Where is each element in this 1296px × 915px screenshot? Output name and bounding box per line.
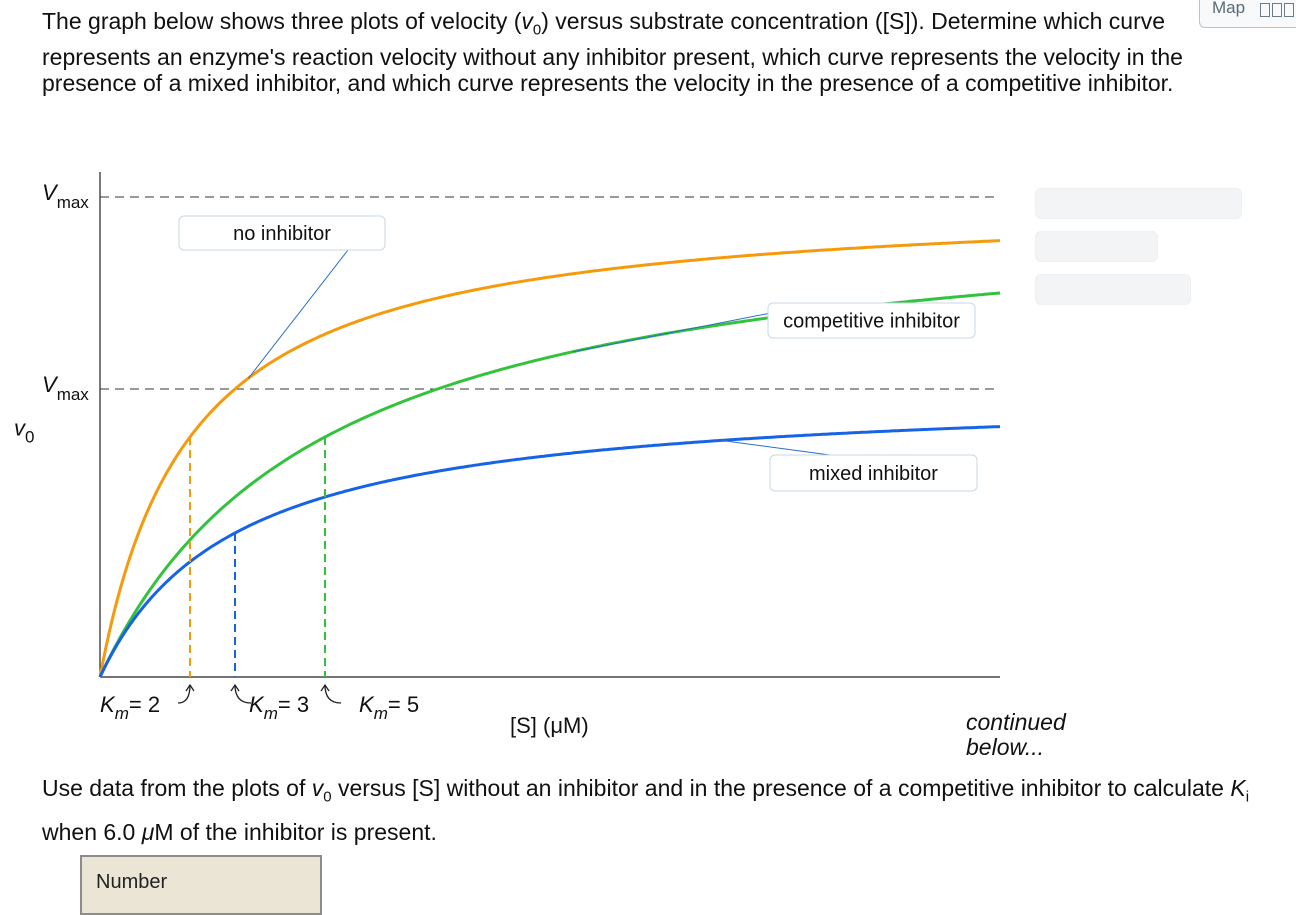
km-arrowhead-3 (320, 683, 330, 692)
km-arrow-2 (234, 684, 252, 704)
answer-slot-2[interactable] (1035, 231, 1158, 262)
km-arrowhead-1 (185, 683, 195, 692)
answer-input[interactable]: Number (80, 855, 322, 915)
answer-slot-3[interactable] (1035, 274, 1191, 305)
km-arrow-1 (177, 684, 191, 704)
km-label-1: Km= 2 (100, 692, 160, 723)
km-arrowhead-2 (230, 683, 240, 692)
callout-box-2[interactable] (767, 302, 976, 339)
map-label: Map (1212, 0, 1246, 17)
map-icon (1260, 3, 1294, 17)
velocity-chart: Vmax Vmax v0 [S] (μM) Km= 2 Km= 3 Km= 5 no inh… (14, 172, 1001, 738)
km-label-3: Km= 5 (359, 692, 419, 723)
answer-placeholder: Number (96, 871, 168, 893)
continued-note: continued below... (966, 709, 1066, 760)
x-axis-label: [S] (μM) (510, 713, 589, 738)
callout-box-1[interactable] (178, 215, 386, 251)
map-tab[interactable]: Map (1199, 0, 1296, 28)
callout-box-3[interactable] (769, 454, 978, 492)
vmax-label-1: Vmax (42, 180, 89, 212)
km-arrow-3 (324, 684, 342, 704)
curve-mixed-inhibitor (98, 425, 1001, 678)
callout-leader-3 (720, 439, 831, 456)
question-part2: Use data from the plots of v0 versus [S]… (42, 775, 1250, 845)
answer-slot-1[interactable] (1035, 188, 1242, 219)
callout-label-3: mixed inhibitor (809, 463, 938, 485)
callout-label-1: no inhibitor (233, 223, 331, 245)
question-text: The graph below shows three plots of vel… (42, 8, 1183, 96)
callout-leader-1 (248, 249, 349, 379)
y-axis-label: v0 (14, 415, 34, 446)
km-label-2: Km= 3 (249, 692, 309, 723)
vmax-label-2: Vmax (42, 372, 89, 404)
callout-label-2: competitive inhibitor (783, 311, 960, 333)
